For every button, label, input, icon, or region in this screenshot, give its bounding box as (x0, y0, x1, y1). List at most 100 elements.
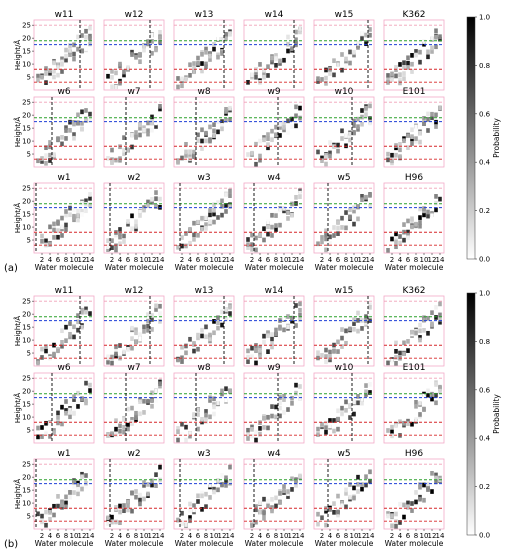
heatmap-cell (352, 495, 356, 501)
heatmap-cell (368, 390, 372, 395)
subplot-E101: E101 (383, 363, 445, 444)
subplot-title: w4 (267, 173, 280, 183)
heatmap-cell (224, 32, 228, 38)
plot-area (383, 19, 445, 91)
heatmap-cell (146, 312, 150, 317)
heatmap-cell (406, 505, 410, 510)
heatmap-cell (146, 41, 150, 47)
heatmap-cell (398, 77, 402, 83)
heatmap-cell (180, 83, 184, 89)
heatmap-cell (56, 415, 60, 420)
heatmap-cell (274, 223, 278, 228)
heatmap-cell (364, 41, 368, 47)
heatmap-cell (110, 354, 114, 360)
heatmap-cell (344, 143, 348, 149)
heatmap-cell (48, 421, 52, 426)
heatmap-cell (356, 318, 360, 323)
plot-area (103, 295, 165, 367)
heatmap-cell (158, 464, 162, 470)
x-axis-label: Water molecule (245, 539, 304, 548)
heatmap-cell (294, 194, 298, 200)
heatmap-cell (130, 226, 134, 232)
heatmap-cell (270, 342, 274, 347)
heatmap-cell (340, 335, 344, 341)
heatmap-cell (356, 116, 360, 122)
heatmap-cell (410, 501, 414, 506)
heatmap-cell (84, 201, 88, 207)
heatmap-cell (146, 131, 150, 137)
heatmap-cell (434, 475, 438, 481)
heatmap-cell (64, 410, 68, 416)
subplot-w10: w10 (313, 87, 375, 168)
heatmap-cell (246, 348, 250, 354)
heatmap-cell (386, 248, 390, 253)
heatmap-cell (368, 116, 372, 122)
heatmap-cell (360, 486, 364, 492)
heatmap-cell (188, 72, 192, 78)
plot-area (33, 372, 95, 444)
heatmap-cell (216, 487, 220, 493)
x-tick-label: 2 (40, 532, 44, 540)
subplot-title: w12 (125, 10, 144, 20)
heatmap-cell (192, 341, 196, 346)
heatmap-cell (352, 326, 356, 332)
x-tick-label: 4 (328, 256, 333, 264)
heatmap-cell (398, 240, 402, 246)
heatmap-cell (146, 482, 150, 487)
subplot-w6: w6 5 10 15 20 25 Height/Å (13, 87, 95, 168)
heatmap-cell (414, 417, 418, 422)
heatmap-cell (390, 523, 394, 529)
heatmap-cell (364, 32, 368, 38)
heatmap-cell (146, 39, 150, 44)
heatmap-cell (44, 160, 48, 166)
heatmap-cell (88, 36, 92, 41)
heatmap-cell (418, 220, 422, 225)
heatmap-cell (180, 421, 184, 427)
colorbar-tick-label: 0.0 (479, 532, 490, 540)
heatmap-cell (84, 28, 88, 34)
heatmap-cell (192, 69, 196, 75)
x-tick-label: 4 (118, 256, 123, 264)
heatmap-cell (188, 154, 192, 159)
heatmap-cell (414, 399, 418, 405)
heatmap-cell (266, 425, 270, 431)
subplot-title: w10 (335, 363, 354, 373)
x-tick-label: 4 (188, 256, 193, 264)
heatmap-cell (126, 426, 130, 432)
heatmap-cell (316, 350, 320, 356)
heatmap-cell (60, 340, 64, 345)
heatmap-cell (176, 84, 180, 90)
heatmap-cell (394, 67, 398, 73)
heatmap-cell (266, 219, 270, 225)
heatmap-cell (130, 345, 134, 351)
heatmap-cell (390, 152, 394, 158)
heatmap-cell (64, 324, 68, 330)
x-tick-label: 2 (180, 256, 184, 264)
heatmap-cell (72, 334, 76, 340)
heatmap-cell (336, 493, 340, 499)
heatmap-cell (364, 194, 368, 200)
subplot-title: w2 (127, 173, 140, 183)
heatmap-cell (398, 350, 402, 356)
heatmap-cell (142, 410, 146, 415)
heatmap-cell (438, 301, 442, 307)
heatmap-cell (180, 235, 184, 240)
heatmap-cell (44, 153, 48, 158)
y-tick-label: 10 (22, 414, 31, 422)
heatmap-cell (200, 127, 204, 133)
heatmap-cell (258, 157, 262, 163)
heatmap-cell (184, 157, 188, 163)
x-tick-label: 8 (274, 532, 278, 540)
heatmap-cell (266, 64, 270, 70)
heatmap-cell (192, 154, 196, 160)
heatmap-cell (410, 141, 414, 146)
x-tick-label: 12 (148, 532, 157, 540)
heatmap-cell (286, 394, 290, 400)
heatmap-cell (126, 414, 130, 419)
x-tick-label: 12 (358, 532, 367, 540)
heatmap-cell (344, 333, 348, 339)
heatmap-cell (386, 151, 390, 157)
heatmap-cell (134, 415, 138, 420)
heatmap-cell (212, 402, 216, 407)
